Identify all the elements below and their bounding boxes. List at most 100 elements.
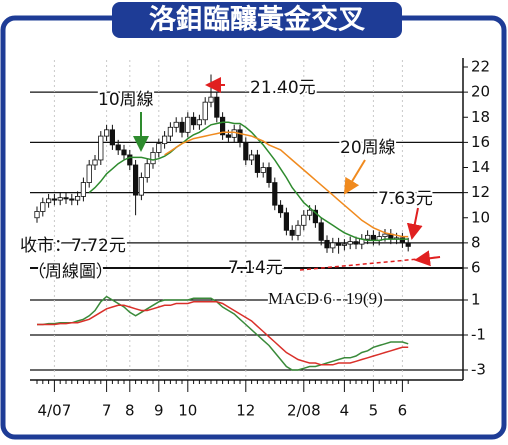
candle-body bbox=[196, 119, 202, 126]
candle-body bbox=[167, 126, 173, 137]
candle-body bbox=[156, 143, 162, 153]
candle-body bbox=[272, 182, 278, 206]
y-tick-label: 22 bbox=[471, 58, 490, 76]
candle-body bbox=[185, 116, 191, 133]
candle-body bbox=[341, 243, 348, 246]
series-label: 10周線 bbox=[98, 90, 154, 110]
candle-body bbox=[312, 209, 319, 224]
series-label: 20周線 bbox=[340, 138, 396, 158]
candle-body bbox=[283, 212, 290, 231]
candle-body bbox=[109, 129, 115, 146]
candle-body bbox=[353, 241, 359, 245]
candle-body bbox=[173, 121, 179, 128]
chart-title: 洛鉬臨釀黃金交叉 bbox=[149, 4, 365, 36]
candle-body bbox=[301, 214, 307, 226]
candle-body bbox=[190, 116, 197, 126]
x-tick-label: 9 bbox=[154, 402, 164, 420]
candle-body bbox=[219, 116, 226, 136]
candle-body bbox=[69, 198, 75, 201]
arrow bbox=[343, 159, 366, 195]
candle-body bbox=[150, 152, 156, 165]
y-tick-label: 12 bbox=[471, 183, 490, 201]
candle-body bbox=[46, 198, 52, 204]
candle-body bbox=[202, 101, 208, 121]
candle-body bbox=[243, 141, 249, 161]
candle-body bbox=[225, 134, 231, 138]
annotation: 收市：7.72元 bbox=[20, 236, 126, 256]
candle-body bbox=[127, 154, 133, 166]
candle-body bbox=[40, 202, 46, 212]
candle-body bbox=[237, 129, 243, 143]
candle-body bbox=[289, 229, 295, 236]
candle-body bbox=[254, 154, 260, 173]
arrow bbox=[406, 207, 423, 240]
candle-body bbox=[318, 222, 324, 241]
y-tick-label: 18 bbox=[471, 108, 490, 126]
support-line bbox=[299, 256, 441, 271]
candle-body bbox=[214, 96, 220, 118]
arrow bbox=[414, 250, 441, 267]
candle-body bbox=[405, 242, 411, 247]
macd-label: MACD 6 - 19(9) bbox=[268, 289, 383, 308]
y-tick-label: -3 bbox=[471, 361, 486, 379]
x-tick-label: 2/08 bbox=[287, 402, 321, 420]
x-tick-label: 8 bbox=[125, 402, 135, 420]
candle-body bbox=[75, 195, 81, 201]
candle-body bbox=[104, 129, 110, 137]
candle-body bbox=[330, 242, 336, 249]
y-tick-label: 6 bbox=[471, 259, 481, 277]
candle-body bbox=[347, 241, 353, 245]
y-tick-label: 14 bbox=[471, 158, 490, 176]
x-tick-label: 7 bbox=[102, 402, 112, 420]
candle-body bbox=[364, 234, 371, 240]
x-tick-label: 12 bbox=[236, 402, 255, 420]
x-tick-label: 6 bbox=[398, 402, 408, 420]
x-tick-label: 4 bbox=[340, 402, 350, 420]
candle-body bbox=[34, 211, 40, 219]
candle-body bbox=[98, 135, 104, 161]
candle-body bbox=[324, 239, 330, 249]
candle-body bbox=[138, 177, 144, 196]
candle-body bbox=[161, 135, 168, 145]
candle-body bbox=[335, 242, 342, 246]
y-tick-label: -1 bbox=[471, 326, 486, 344]
candle-body bbox=[266, 167, 272, 183]
candle-body bbox=[260, 167, 266, 173]
title-banner bbox=[112, 2, 402, 38]
x-tick-label: 4/07 bbox=[38, 402, 72, 420]
y-tick-label: 1 bbox=[471, 291, 481, 309]
y-tick-label: 10 bbox=[471, 208, 490, 226]
candle-body bbox=[121, 149, 127, 156]
candle-body bbox=[144, 163, 150, 178]
y-tick-label: 8 bbox=[471, 233, 481, 251]
ma-line bbox=[88, 121, 409, 242]
candle-body bbox=[80, 182, 86, 197]
y-tick-label: 20 bbox=[471, 83, 490, 101]
annotation: （周線圖） bbox=[28, 262, 113, 282]
annotation: 7.63元 bbox=[378, 189, 433, 209]
candle-body bbox=[86, 164, 92, 183]
candle-body bbox=[248, 154, 255, 161]
candle-body bbox=[179, 121, 185, 133]
y-tick-label: 16 bbox=[471, 133, 490, 151]
candle-body bbox=[231, 129, 237, 138]
candle-body bbox=[132, 164, 139, 196]
candle-body bbox=[306, 209, 313, 216]
candle-body bbox=[63, 197, 69, 200]
candle-body bbox=[382, 233, 388, 237]
annotation: 21.40元 bbox=[250, 78, 316, 98]
candle-body bbox=[370, 234, 377, 241]
x-tick-label: 5 bbox=[369, 402, 379, 420]
candle-body bbox=[51, 198, 58, 201]
candle-body bbox=[295, 224, 301, 236]
x-tick-label: 10 bbox=[178, 402, 197, 420]
macd-line bbox=[37, 301, 409, 366]
candle-body bbox=[399, 237, 406, 244]
candle-body bbox=[57, 197, 63, 201]
candle-body bbox=[92, 159, 98, 166]
candle-body bbox=[277, 204, 284, 214]
ma-line bbox=[164, 131, 409, 238]
